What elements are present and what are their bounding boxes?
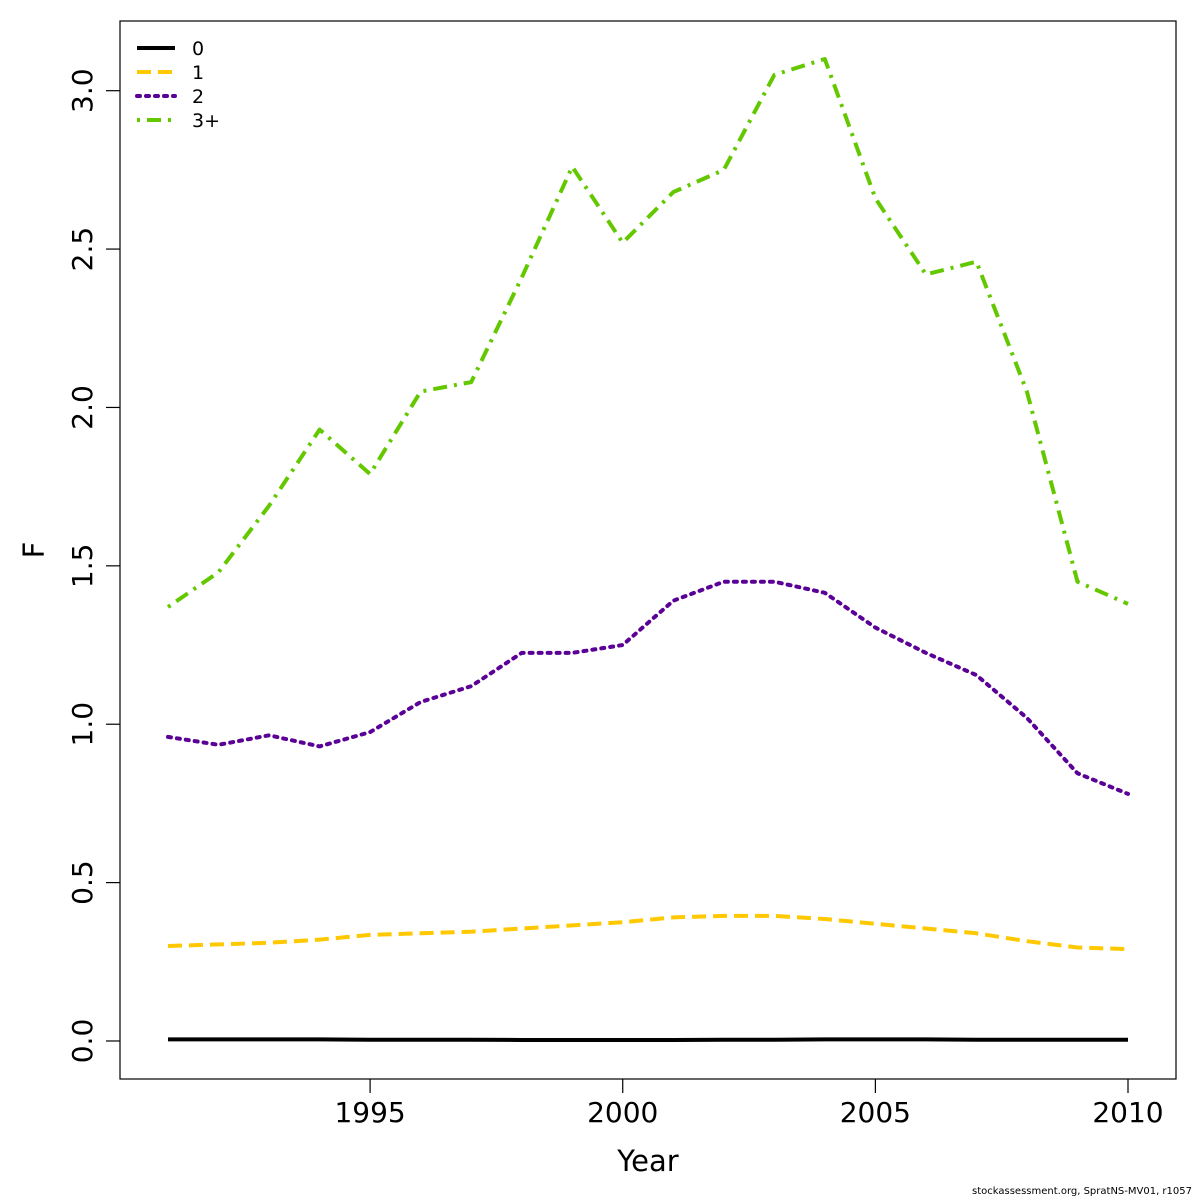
- series-line-2: [166, 579, 1130, 796]
- y-tick-label: 2.5: [66, 227, 99, 272]
- series-line-1: [167, 913, 1129, 952]
- series-line-0: [168, 1037, 1128, 1042]
- x-tick-label: 2005: [840, 1096, 911, 1129]
- y-tick-label: 1.5: [66, 544, 99, 589]
- y-tick-label: 0.0: [66, 1019, 99, 1064]
- legend-label-3: 3+: [192, 110, 220, 132]
- x-axis-title: Year: [616, 1144, 678, 1178]
- x-tick-label: 1995: [334, 1096, 405, 1129]
- legend-label-2: 2: [192, 86, 204, 108]
- source-note: stockassessment.org, SpratNS-MV01, r1057: [972, 1186, 1192, 1197]
- legend-label-1: 1: [192, 62, 204, 84]
- plot-frame: [119, 20, 1177, 1080]
- y-tick-label: 0.5: [66, 860, 99, 905]
- x-axis: 1995 2000 2005 2010: [334, 1079, 1164, 1129]
- y-axis-title: F: [17, 542, 51, 559]
- y-tick-label: 2.0: [66, 385, 99, 430]
- x-tick-label: 2000: [587, 1096, 658, 1129]
- x-tick-label: 2010: [1092, 1096, 1163, 1129]
- y-tick-label: 3.0: [66, 68, 99, 113]
- legend-label-0: 0: [192, 38, 204, 60]
- y-tick-label: 1.0: [66, 702, 99, 747]
- y-axis: 0.0 0.5 1.0 1.5 2.0 2.5 3.0: [66, 68, 120, 1063]
- series-layer: [166, 57, 1130, 1042]
- series-line-3: [166, 57, 1129, 609]
